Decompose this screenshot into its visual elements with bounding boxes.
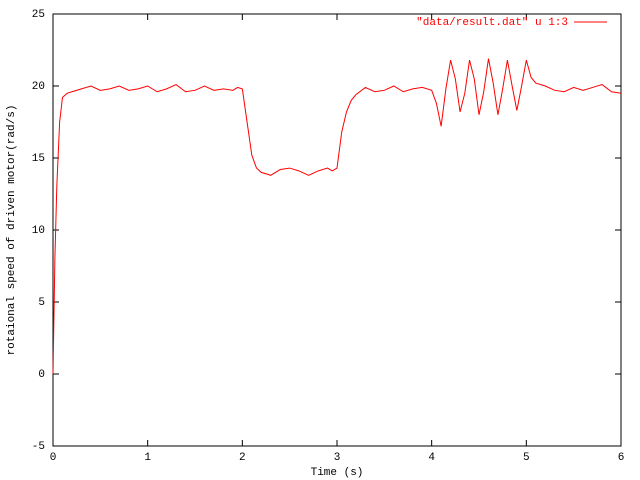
x-tick-label: 3	[334, 452, 341, 464]
y-tick-label: 0	[38, 369, 45, 381]
x-tick-label: 0	[50, 452, 57, 464]
plot-frame	[52, 13, 622, 447]
x-tick-label: 5	[523, 452, 530, 464]
y-tick-label: 15	[32, 153, 45, 165]
data-line	[52, 58, 622, 375]
y-tick-label: 25	[32, 9, 45, 21]
x-tick-label: 4	[428, 452, 435, 464]
x-tick-label: 6	[618, 452, 625, 464]
y-tick-label: 10	[32, 225, 45, 237]
x-tick-label: 2	[239, 452, 246, 464]
y-tick-label: 5	[38, 297, 45, 309]
x-axis-label: Time (s)	[311, 467, 364, 479]
y-tick-label: 20	[32, 81, 45, 93]
x-tick-label: 1	[144, 452, 151, 464]
legend-label: "data/result.dat" u 1:3	[416, 17, 568, 29]
y-axis-label: rotaional speed of driven motor(rad/s)	[6, 105, 18, 356]
y-tick-label: -5	[32, 441, 45, 453]
